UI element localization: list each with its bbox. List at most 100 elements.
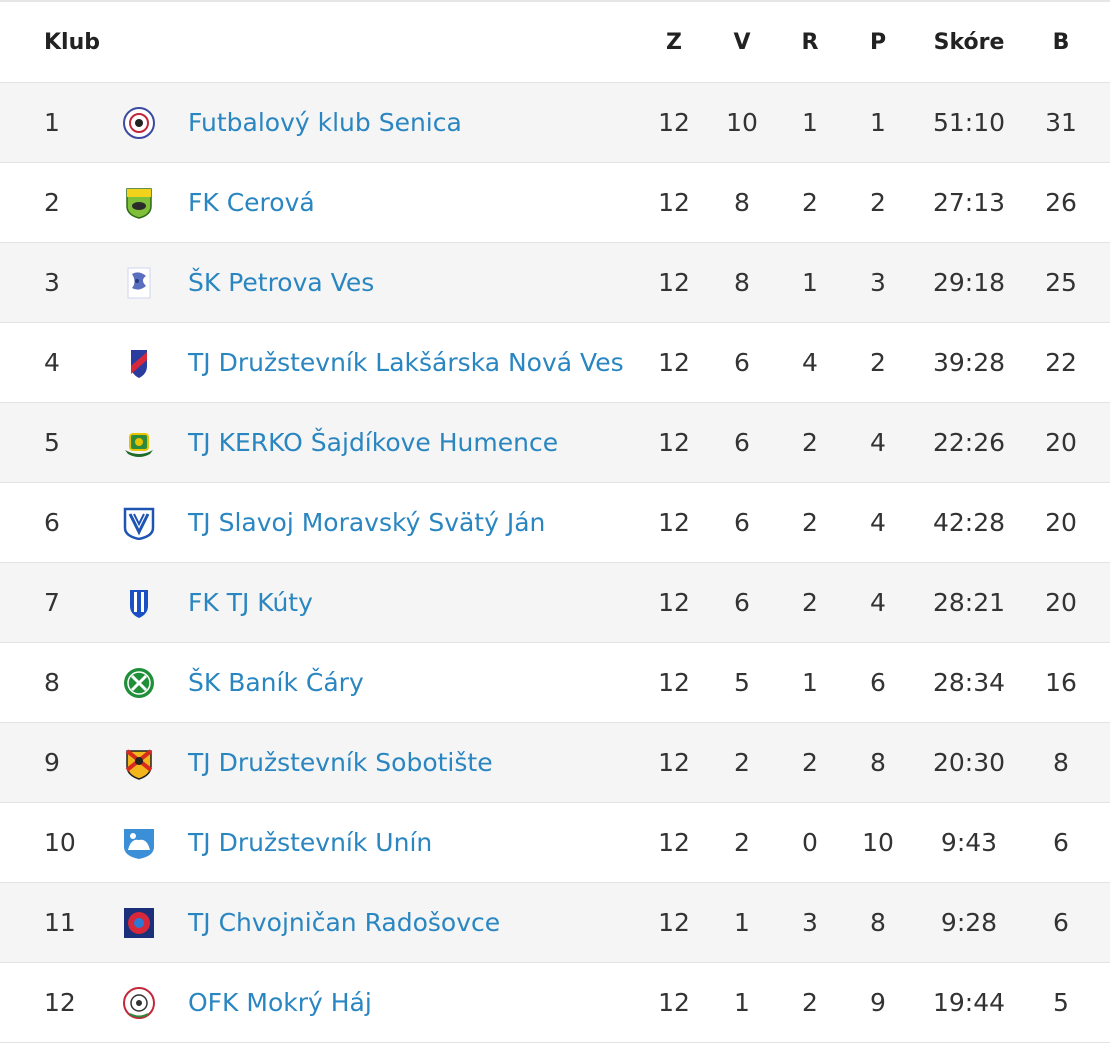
score-cell: 19:44 bbox=[932, 988, 1006, 1017]
position-cell: 7 bbox=[44, 588, 60, 617]
score-cell: 22:26 bbox=[932, 428, 1006, 457]
wins-cell: 6 bbox=[734, 508, 750, 537]
points-cell: 8 bbox=[1053, 748, 1069, 777]
points-cell: 6 bbox=[1053, 828, 1069, 857]
losses-cell: 4 bbox=[870, 508, 886, 537]
fk-kuty-crest-icon[interactable] bbox=[122, 586, 156, 620]
club-link[interactable]: ŠK Petrova Ves bbox=[188, 268, 375, 297]
club-link[interactable]: TJ KERKO Šajdíkove Humence bbox=[188, 428, 559, 457]
score-cell: 27:13 bbox=[932, 188, 1006, 217]
points-cell: 20 bbox=[1045, 588, 1077, 617]
losses-cell: 1 bbox=[870, 108, 886, 137]
position-cell: 4 bbox=[44, 348, 60, 377]
fk-senica-crest-icon[interactable] bbox=[122, 106, 156, 140]
table-header: Klub Z V R P Skóre B bbox=[0, 2, 1110, 83]
played-cell: 12 bbox=[658, 428, 690, 457]
tj-kerko-crest-icon[interactable] bbox=[122, 426, 156, 460]
club-link[interactable]: TJ Družstevník Lakšárska Nová Ves bbox=[188, 348, 624, 377]
played-cell: 12 bbox=[658, 988, 690, 1017]
table-row: 8 ŠK Baník Čáry 12 5 1 6 28:34 16 bbox=[0, 643, 1110, 723]
table-row: 6 TJ Slavoj Moravský Svätý Ján 12 6 2 4 … bbox=[0, 483, 1110, 563]
losses-cell: 4 bbox=[870, 588, 886, 617]
position-cell: 3 bbox=[44, 268, 60, 297]
tj-laksarska-crest-icon[interactable] bbox=[122, 346, 156, 380]
draws-cell: 2 bbox=[802, 428, 818, 457]
draws-cell: 1 bbox=[802, 668, 818, 697]
position-cell: 9 bbox=[44, 748, 60, 777]
score-cell: 28:34 bbox=[932, 668, 1006, 697]
club-link[interactable]: OFK Mokrý Háj bbox=[188, 988, 372, 1017]
table-row: 2 FK Cerová 12 8 2 2 27:13 26 bbox=[0, 163, 1110, 243]
table-row: 9 TJ Družstevník Sobotište 12 2 2 8 20:3… bbox=[0, 723, 1110, 803]
wins-cell: 6 bbox=[734, 348, 750, 377]
position-cell: 6 bbox=[44, 508, 60, 537]
header-z[interactable]: Z bbox=[666, 29, 682, 55]
sk-banik-cary-crest-icon[interactable] bbox=[122, 666, 156, 700]
header-r[interactable]: R bbox=[801, 29, 819, 55]
losses-cell: 2 bbox=[870, 348, 886, 377]
wins-cell: 6 bbox=[734, 588, 750, 617]
club-link[interactable]: TJ Družstevník Unín bbox=[188, 828, 433, 857]
points-cell: 20 bbox=[1045, 508, 1077, 537]
club-link[interactable]: FK TJ Kúty bbox=[188, 588, 313, 617]
points-cell: 25 bbox=[1045, 268, 1077, 297]
points-cell: 22 bbox=[1045, 348, 1077, 377]
ofk-mokry-haj-crest-icon[interactable] bbox=[122, 986, 156, 1020]
played-cell: 12 bbox=[658, 828, 690, 857]
header-v[interactable]: V bbox=[733, 29, 751, 55]
fk-cerova-crest-icon[interactable] bbox=[122, 186, 156, 220]
played-cell: 12 bbox=[658, 668, 690, 697]
table-row: 7 FK TJ Kúty 12 6 2 4 28:21 20 bbox=[0, 563, 1110, 643]
club-link[interactable]: FK Cerová bbox=[188, 188, 315, 217]
losses-cell: 3 bbox=[870, 268, 886, 297]
club-link[interactable]: Futbalový klub Senica bbox=[188, 108, 462, 137]
wins-cell: 8 bbox=[734, 188, 750, 217]
played-cell: 12 bbox=[658, 508, 690, 537]
tj-sobotiste-crest-icon[interactable] bbox=[122, 746, 156, 780]
tj-slavoj-crest-icon[interactable] bbox=[122, 506, 156, 540]
score-cell: 20:30 bbox=[932, 748, 1006, 777]
tj-unin-crest-icon[interactable] bbox=[122, 826, 156, 860]
played-cell: 12 bbox=[658, 348, 690, 377]
club-link[interactable]: ŠK Baník Čáry bbox=[188, 668, 364, 697]
header-p[interactable]: P bbox=[869, 29, 887, 55]
draws-cell: 1 bbox=[802, 108, 818, 137]
wins-cell: 10 bbox=[726, 108, 758, 137]
club-link[interactable]: TJ Chvojničan Radošovce bbox=[188, 908, 501, 937]
points-cell: 26 bbox=[1045, 188, 1077, 217]
played-cell: 12 bbox=[658, 908, 690, 937]
score-cell: 9:28 bbox=[940, 908, 998, 937]
position-cell: 5 bbox=[44, 428, 60, 457]
table-row: 11 TJ Chvojničan Radošovce 12 1 3 8 9:28… bbox=[0, 883, 1110, 963]
points-cell: 16 bbox=[1045, 668, 1077, 697]
wins-cell: 2 bbox=[734, 748, 750, 777]
position-cell: 8 bbox=[44, 668, 60, 697]
losses-cell: 10 bbox=[862, 828, 894, 857]
played-cell: 12 bbox=[658, 588, 690, 617]
wins-cell: 6 bbox=[734, 428, 750, 457]
played-cell: 12 bbox=[658, 748, 690, 777]
club-link[interactable]: TJ Družstevník Sobotište bbox=[188, 748, 493, 777]
header-b[interactable]: B bbox=[1052, 29, 1070, 55]
score-cell: 28:21 bbox=[932, 588, 1006, 617]
header-skore[interactable]: Skóre bbox=[933, 29, 1005, 55]
position-cell: 11 bbox=[44, 908, 76, 937]
score-cell: 29:18 bbox=[932, 268, 1006, 297]
draws-cell: 0 bbox=[802, 828, 818, 857]
tj-radosovce-crest-icon[interactable] bbox=[122, 906, 156, 940]
table-row: 3 ŠK Petrova Ves 12 8 1 3 29:18 25 bbox=[0, 243, 1110, 323]
sk-petrova-ves-crest-icon[interactable] bbox=[122, 266, 156, 300]
position-cell: 10 bbox=[44, 828, 76, 857]
table-row: 5 TJ KERKO Šajdíkove Humence 12 6 2 4 22… bbox=[0, 403, 1110, 483]
table-row: 4 TJ Družstevník Lakšárska Nová Ves 12 6… bbox=[0, 323, 1110, 403]
draws-cell: 2 bbox=[802, 508, 818, 537]
draws-cell: 4 bbox=[802, 348, 818, 377]
club-link[interactable]: TJ Slavoj Moravský Svätý Ján bbox=[188, 508, 546, 537]
losses-cell: 2 bbox=[870, 188, 886, 217]
wins-cell: 5 bbox=[734, 668, 750, 697]
header-klub[interactable]: Klub bbox=[44, 29, 100, 55]
score-cell: 42:28 bbox=[932, 508, 1006, 537]
losses-cell: 9 bbox=[870, 988, 886, 1017]
position-cell: 2 bbox=[44, 188, 60, 217]
table-row: 10 TJ Družstevník Unín 12 2 0 10 9:43 6 bbox=[0, 803, 1110, 883]
